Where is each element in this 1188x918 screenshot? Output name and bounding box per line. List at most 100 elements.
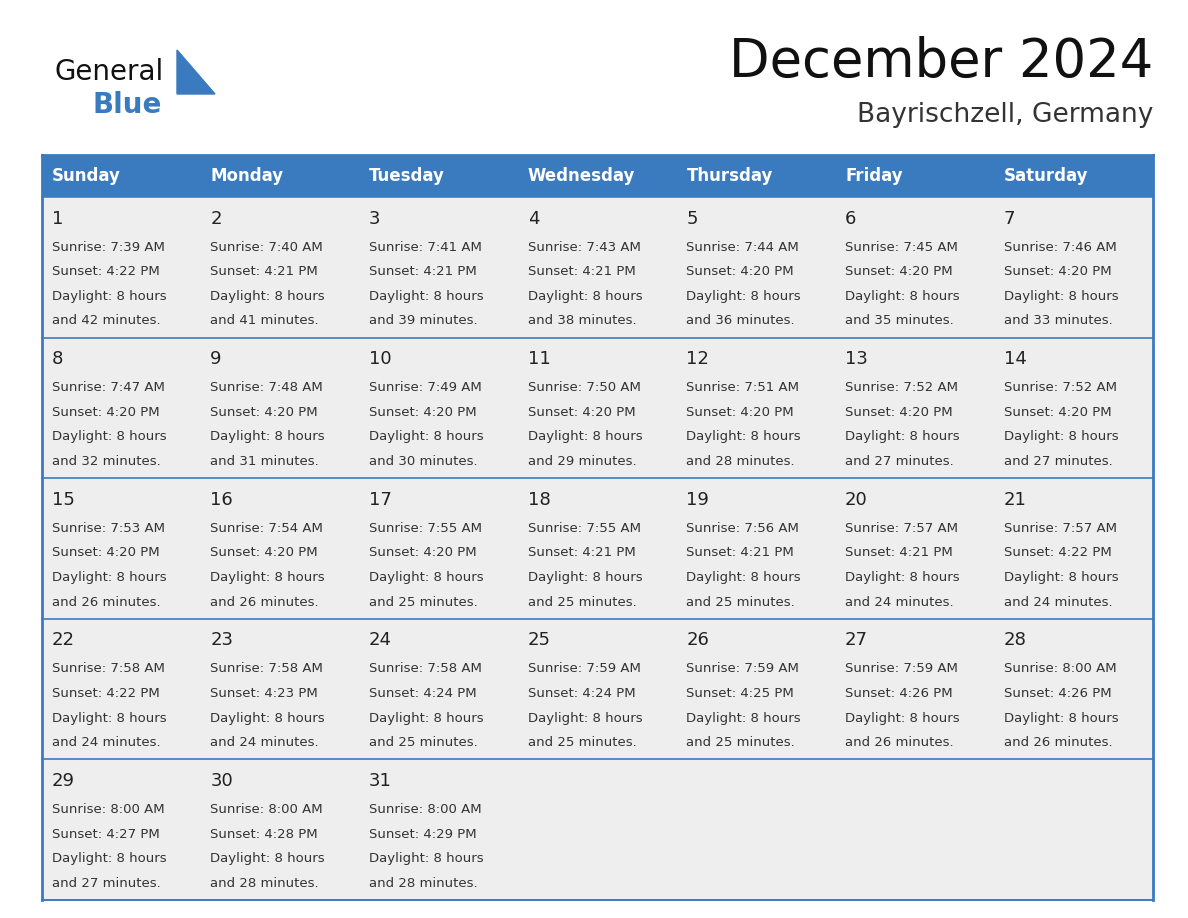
Text: and 36 minutes.: and 36 minutes. [687,314,795,328]
Bar [201,197,360,338]
Text: Sunset: 4:20 PM: Sunset: 4:20 PM [845,406,953,419]
Text: Sunset: 4:29 PM: Sunset: 4:29 PM [369,828,476,841]
Text: Sunset: 4:21 PM: Sunset: 4:21 PM [527,265,636,278]
Text: 19: 19 [687,491,709,509]
Text: Sunrise: 7:46 AM: Sunrise: 7:46 AM [1004,241,1117,253]
Bar [518,478,677,619]
Text: 16: 16 [210,491,233,509]
Text: Wednesday: Wednesday [527,167,636,185]
Text: 3: 3 [369,209,380,228]
Text: Sunrise: 7:39 AM: Sunrise: 7:39 AM [51,241,164,253]
Text: Daylight: 8 hours: Daylight: 8 hours [369,711,484,724]
Text: General: General [55,58,164,86]
Text: Daylight: 8 hours: Daylight: 8 hours [51,711,166,724]
Bar [201,619,360,759]
Text: and 30 minutes.: and 30 minutes. [369,455,478,468]
Text: Saturday: Saturday [1004,167,1088,185]
Text: Sunrise: 7:57 AM: Sunrise: 7:57 AM [845,521,958,535]
Text: 21: 21 [1004,491,1026,509]
Text: Sunrise: 8:00 AM: Sunrise: 8:00 AM [1004,663,1117,676]
Text: Sunset: 4:25 PM: Sunset: 4:25 PM [687,687,794,700]
Text: Sunset: 4:20 PM: Sunset: 4:20 PM [687,265,794,278]
Bar [201,759,360,900]
Text: 8: 8 [51,351,63,368]
Text: Daylight: 8 hours: Daylight: 8 hours [369,571,484,584]
Text: and 28 minutes.: and 28 minutes. [687,455,795,468]
Text: and 31 minutes.: and 31 minutes. [210,455,320,468]
Text: Sunrise: 7:54 AM: Sunrise: 7:54 AM [210,521,323,535]
Text: Sunset: 4:21 PM: Sunset: 4:21 PM [687,546,794,559]
Text: Daylight: 8 hours: Daylight: 8 hours [845,571,960,584]
Text: Sunset: 4:26 PM: Sunset: 4:26 PM [845,687,953,700]
Text: Sunset: 4:20 PM: Sunset: 4:20 PM [527,406,636,419]
Text: Sunrise: 7:58 AM: Sunrise: 7:58 AM [210,663,323,676]
Text: and 38 minutes.: and 38 minutes. [527,314,637,328]
Text: Sunset: 4:20 PM: Sunset: 4:20 PM [51,546,159,559]
Text: Sunrise: 7:59 AM: Sunrise: 7:59 AM [845,663,958,676]
Text: 12: 12 [687,351,709,368]
Text: Tuesday: Tuesday [369,167,444,185]
Bar [835,759,994,900]
Bar [42,619,201,759]
Text: and 28 minutes.: and 28 minutes. [210,877,318,890]
Text: and 25 minutes.: and 25 minutes. [527,596,637,609]
Bar [42,155,201,197]
Bar [42,197,201,338]
Text: and 24 minutes.: and 24 minutes. [210,736,318,749]
Text: 4: 4 [527,209,539,228]
Text: and 27 minutes.: and 27 minutes. [51,877,160,890]
Text: Sunset: 4:21 PM: Sunset: 4:21 PM [210,265,318,278]
Bar [677,338,835,478]
Bar [518,197,677,338]
Text: and 39 minutes.: and 39 minutes. [369,314,478,328]
Text: Sunrise: 7:59 AM: Sunrise: 7:59 AM [687,663,800,676]
Bar [360,338,518,478]
Text: Sunrise: 7:58 AM: Sunrise: 7:58 AM [51,663,164,676]
Text: Daylight: 8 hours: Daylight: 8 hours [369,431,484,443]
Text: 29: 29 [51,772,75,790]
Text: Daylight: 8 hours: Daylight: 8 hours [1004,431,1118,443]
Text: Sunset: 4:28 PM: Sunset: 4:28 PM [210,828,318,841]
Text: and 24 minutes.: and 24 minutes. [1004,596,1112,609]
Text: 5: 5 [687,209,697,228]
Text: Sunset: 4:22 PM: Sunset: 4:22 PM [1004,546,1112,559]
Text: 15: 15 [51,491,75,509]
Bar [677,155,835,197]
Text: Daylight: 8 hours: Daylight: 8 hours [51,431,166,443]
Text: and 25 minutes.: and 25 minutes. [687,736,795,749]
Text: 7: 7 [1004,209,1016,228]
Text: 23: 23 [210,632,233,649]
Bar [42,478,201,619]
Text: Sunset: 4:22 PM: Sunset: 4:22 PM [51,687,159,700]
Bar [360,759,518,900]
Bar [677,197,835,338]
Bar [994,338,1154,478]
Text: Sunrise: 7:59 AM: Sunrise: 7:59 AM [527,663,640,676]
Text: Sunrise: 7:58 AM: Sunrise: 7:58 AM [369,663,482,676]
Text: 14: 14 [1004,351,1026,368]
Bar [42,338,201,478]
Bar [201,338,360,478]
Text: Daylight: 8 hours: Daylight: 8 hours [369,290,484,303]
Text: Daylight: 8 hours: Daylight: 8 hours [527,431,643,443]
Text: 20: 20 [845,491,868,509]
Text: Sunset: 4:20 PM: Sunset: 4:20 PM [210,546,318,559]
Text: Daylight: 8 hours: Daylight: 8 hours [1004,711,1118,724]
Text: Daylight: 8 hours: Daylight: 8 hours [527,571,643,584]
Text: Sunset: 4:20 PM: Sunset: 4:20 PM [369,546,476,559]
Text: Sunrise: 7:49 AM: Sunrise: 7:49 AM [369,381,481,394]
Text: Daylight: 8 hours: Daylight: 8 hours [51,852,166,865]
Text: Sunset: 4:24 PM: Sunset: 4:24 PM [369,687,476,700]
Text: Daylight: 8 hours: Daylight: 8 hours [210,571,324,584]
Bar [677,759,835,900]
Text: and 35 minutes.: and 35 minutes. [845,314,954,328]
Text: Sunrise: 7:52 AM: Sunrise: 7:52 AM [845,381,958,394]
Bar [360,619,518,759]
Text: 13: 13 [845,351,868,368]
Text: Thursday: Thursday [687,167,772,185]
Text: Daylight: 8 hours: Daylight: 8 hours [687,571,801,584]
Text: Sunday: Sunday [51,167,120,185]
Text: 30: 30 [210,772,233,790]
Text: Sunset: 4:20 PM: Sunset: 4:20 PM [845,265,953,278]
Text: and 27 minutes.: and 27 minutes. [1004,455,1112,468]
